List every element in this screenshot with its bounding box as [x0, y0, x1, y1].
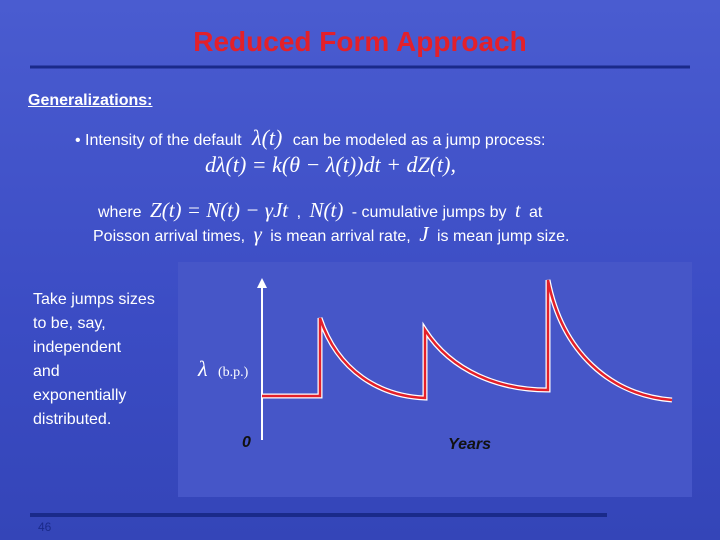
text: where — [98, 204, 142, 221]
symbol: γ — [253, 222, 262, 246]
symbol: N(t) — [309, 198, 344, 222]
symbol: J — [419, 222, 429, 246]
jump-curve — [262, 279, 673, 402]
poisson-line: Poisson arrival times, γ is mean arrival… — [93, 222, 569, 247]
where-line: where Z(t) = N(t) − γJt , N(t) - cumulat… — [98, 198, 542, 223]
bullet: • Intensity of the default λ(t) can be m… — [75, 125, 546, 150]
section-heading: Generalizations: — [28, 92, 153, 109]
text: is mean jump size. — [436, 228, 570, 245]
symbol: λ — [198, 356, 208, 381]
side-note-line: independent — [33, 339, 122, 356]
x-label: Years — [448, 436, 491, 453]
equation: dλ(t) = k(θ − λ(t))dt + dZ(t), — [205, 152, 456, 177]
symbol: t — [514, 200, 521, 222]
text: , — [296, 204, 302, 221]
side-note-line: and — [33, 363, 60, 380]
y-label: λ (b.p.) — [198, 356, 248, 382]
origin-label: 0 — [242, 434, 251, 451]
figure-panel — [178, 262, 692, 497]
formula: Z(t) = N(t) − γJt — [150, 198, 289, 222]
symbol: λ(t) — [252, 125, 283, 150]
title: Reduced Form Approach — [193, 26, 527, 57]
axis-arrow — [257, 278, 267, 288]
unit: (b.p.) — [217, 365, 249, 380]
text: Intensity of the default — [85, 132, 242, 149]
page-number: 46 — [38, 520, 52, 534]
text: - cumulative jumps by — [351, 204, 507, 221]
text: is mean arrival rate, — [270, 228, 411, 245]
side-note-line: exponentially — [33, 387, 127, 404]
side-note-line: to be, say, — [33, 315, 106, 332]
side-note-line: Take jumps sizes — [33, 291, 155, 308]
text: at — [528, 204, 543, 221]
text: Poisson arrival times, — [93, 228, 246, 245]
side-note-line: distributed. — [33, 411, 112, 428]
side-note: Take jumps sizes to be, say, independent an… — [33, 288, 155, 432]
text: can be modeled as a jump process: — [292, 132, 546, 149]
